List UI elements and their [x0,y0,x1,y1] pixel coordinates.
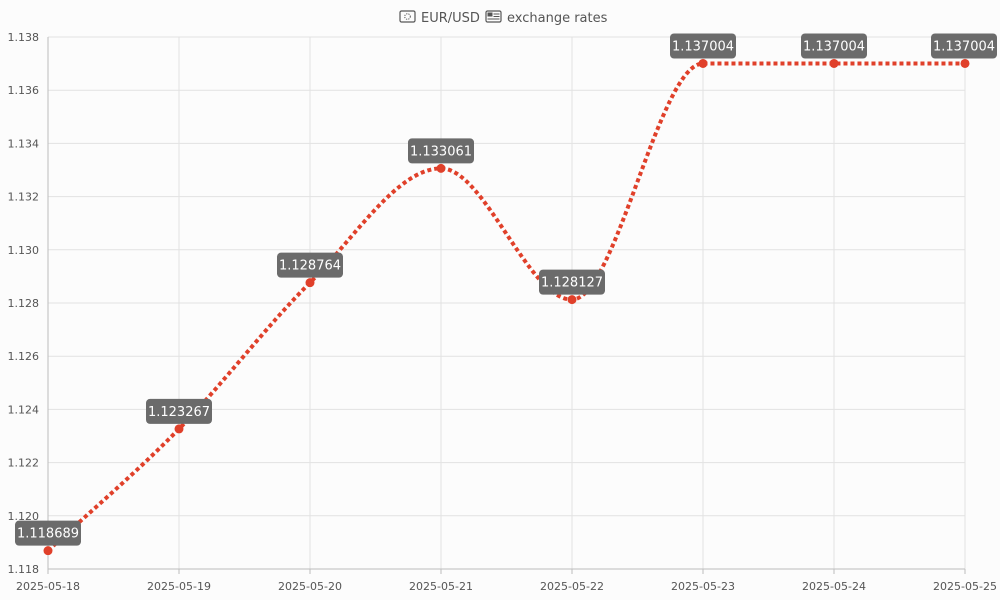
grid [47,36,966,570]
data-label-box [539,269,605,295]
data-point [698,58,708,68]
y-tick-label: 1.128 [8,297,40,310]
data-point [567,295,577,305]
data-label-box [15,520,81,546]
chart-title-text-eurusd: EUR/USD [421,11,480,26]
data-point [829,58,839,68]
chart-title-text-rest: exchange rates [507,11,608,26]
series [46,61,965,553]
data-point [43,546,53,556]
data-point [174,424,184,434]
y-tick-label: 1.130 [8,244,40,257]
data-label: 1.137004 [801,33,867,59]
data-label-text: 1.137004 [672,39,734,54]
data-point [436,163,446,173]
x-tick-label: 2025-05-24 [802,580,866,593]
axes: 1.118 1.120 1.122 1.124 1.126 1.128 1.130 1.132… [8,31,997,593]
flag-us-icon [485,10,502,23]
x-tick-label: 2025-05-21 [409,580,473,593]
chart-title: EUR/USD exchange rates [399,10,608,26]
y-tick-label: 1.120 [8,510,40,523]
x-tick-label: 2025-05-25 [933,580,997,593]
y-tick-label: 1.132 [8,191,40,204]
data-point [960,58,970,68]
data-label-text: 1.137004 [803,39,865,54]
data-label-text: 1.128764 [279,259,341,274]
flag-eu-icon [399,10,416,23]
data-label-box [801,33,867,59]
x-tick-label: 2025-05-18 [16,580,80,593]
y-tick-label: 1.118 [8,563,40,576]
data-label-box [146,398,212,424]
data-label-text: 1.137004 [933,39,995,54]
y-tick-label: 1.126 [8,350,40,363]
data-label: 1.137004 [670,33,736,59]
y-tick-label: 1.124 [8,403,40,416]
x-tick-label: 2025-05-22 [540,580,604,593]
x-tick-label: 2025-05-20 [278,580,342,593]
y-tick-label: 1.136 [8,84,40,97]
x-tick-label: 2025-05-23 [671,580,735,593]
series-line [46,61,965,553]
data-label-text: 1.123267 [148,405,210,420]
data-labels: 1.118689 1.123267 1.128764 1.133061 1.128127… [15,33,997,546]
data-label-box [670,33,736,59]
data-label: 1.137004 [931,33,997,59]
data-label-text: 1.133061 [410,144,472,159]
data-label-text: 1.128127 [541,276,603,291]
data-label: 1.133061 [408,138,474,164]
data-label-box [931,33,997,59]
y-tick-label: 1.138 [8,31,40,44]
data-label: 1.128127 [539,269,605,295]
data-label: 1.128764 [277,252,343,278]
data-label-text: 1.118689 [17,527,79,542]
data-label: 1.118689 [15,520,81,546]
y-tick-label: 1.134 [8,137,40,150]
x-tick-label: 2025-05-19 [147,580,211,593]
data-label-box [277,252,343,278]
y-tick-label: 1.122 [8,457,40,470]
data-point [305,278,315,288]
data-points [43,58,970,556]
data-label-box [408,138,474,164]
data-label: 1.123267 [146,398,212,424]
